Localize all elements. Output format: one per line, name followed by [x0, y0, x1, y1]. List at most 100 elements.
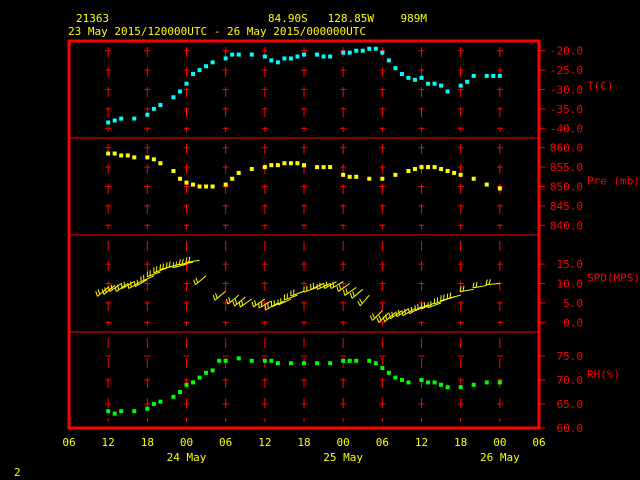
pressure-point — [223, 182, 228, 187]
wind-barb-feather — [238, 301, 241, 308]
humidity-point — [262, 358, 267, 363]
pressure-point — [445, 168, 450, 173]
pressure-point — [302, 163, 306, 168]
y-tick-label: 855.0 — [550, 161, 583, 174]
humidity-point — [112, 411, 117, 416]
wind-barb-feather — [215, 293, 218, 299]
date-label: 24 May — [167, 451, 207, 464]
wind-barb-shaft — [337, 283, 350, 292]
wind-barb-feather — [378, 315, 382, 321]
wind-barb-feather — [440, 295, 442, 301]
wind-barb-feather — [336, 286, 339, 292]
wind-barb-shaft — [185, 259, 200, 264]
wind-barb-shaft — [344, 286, 357, 296]
humidity-point — [458, 385, 463, 390]
temperature-point — [288, 56, 293, 61]
grid-lines — [69, 47, 545, 429]
x-tick-label: 12 — [415, 436, 428, 449]
wind-barb-feather — [120, 283, 123, 289]
pressure-point — [347, 174, 352, 179]
temperature-point — [386, 58, 391, 63]
panel-label: RH(%) — [587, 368, 620, 381]
wind-barb-shaft — [195, 275, 207, 286]
temperature-point — [295, 54, 300, 59]
y-tick-label: -20.0 — [550, 45, 583, 58]
humidity-point — [354, 358, 359, 363]
time-range: 23 May 2015/120000UTC - 26 May 2015/0000… — [68, 25, 366, 38]
wind-barb-feather — [475, 281, 478, 288]
temperature-point — [145, 112, 150, 117]
temperature-point — [471, 73, 476, 78]
temperature-point — [132, 116, 137, 121]
humidity-point — [249, 358, 254, 363]
humidity-point — [497, 380, 502, 385]
wind-barb-feather — [264, 304, 267, 310]
wind-barb-feather — [352, 291, 355, 297]
humidity-point — [445, 385, 450, 390]
temperature-point — [445, 89, 450, 94]
pressure-point — [341, 172, 346, 177]
wind-barb-feather — [369, 315, 373, 321]
wind-barb-feather — [376, 317, 380, 323]
humidity-point — [302, 361, 306, 366]
data-marks — [95, 46, 502, 416]
wind-barb-feather — [101, 289, 105, 295]
wind-barb-feather — [404, 308, 406, 315]
humidity-point — [399, 378, 404, 382]
humidity-point — [145, 406, 150, 411]
temperature-point — [321, 54, 326, 59]
pressure-point — [269, 163, 274, 168]
pressure-point — [380, 176, 385, 181]
wind-barb-feather — [110, 284, 113, 290]
pressure-point — [458, 172, 463, 177]
wind-barb-feather — [382, 316, 386, 322]
pressure-point — [419, 165, 424, 170]
pressure-point — [432, 165, 437, 170]
wind-barb-shaft — [330, 281, 344, 289]
y-tick-label: 60.0 — [557, 422, 584, 435]
x-tick-label: 18 — [454, 436, 467, 449]
humidity-point — [236, 356, 241, 361]
temperature-point — [151, 106, 156, 111]
humidity-point — [204, 370, 209, 375]
pressure-point — [452, 170, 457, 175]
temperature-point — [439, 83, 444, 88]
wind-barb-shaft — [427, 302, 442, 309]
wind-barb-feather — [188, 256, 191, 263]
x-tick-label: 06 — [62, 436, 75, 449]
pressure-point — [197, 184, 202, 189]
humidity-point — [275, 361, 280, 366]
temperature-point — [426, 81, 431, 86]
x-tick-label: 06 — [376, 436, 389, 449]
pressure-point — [295, 161, 300, 166]
temperature-point — [484, 73, 489, 78]
y-tick-label: 75.0 — [557, 350, 584, 363]
y-tick-label: -25.0 — [550, 64, 583, 77]
wind-barb-shaft — [258, 300, 272, 309]
humidity-point — [406, 380, 411, 385]
pressure-point — [471, 176, 476, 181]
pressure-point — [282, 161, 287, 166]
pressure-point — [412, 167, 417, 172]
pressure-point — [132, 155, 137, 160]
pressure-point — [262, 165, 267, 170]
temperature-point — [262, 54, 267, 59]
temperature-point — [191, 71, 196, 76]
wind-barb-shaft — [253, 298, 266, 308]
pressure-point — [177, 176, 182, 181]
temperature-point — [177, 89, 182, 94]
x-tick-label: 18 — [141, 436, 154, 449]
humidity-point — [151, 402, 156, 406]
pressure-point — [406, 168, 411, 173]
wind-barb-feather — [195, 277, 199, 283]
temperature-point — [419, 75, 424, 80]
temperature-point — [197, 68, 202, 73]
humidity-point — [171, 394, 176, 399]
wind-barb-shaft — [303, 286, 318, 293]
y-tick-label: 15.0 — [557, 258, 584, 271]
wind-barb-shaft — [179, 261, 194, 266]
wind-barb-feather — [228, 296, 231, 303]
wind-barb-feather — [488, 279, 491, 285]
wind-barb-feather — [185, 257, 188, 263]
